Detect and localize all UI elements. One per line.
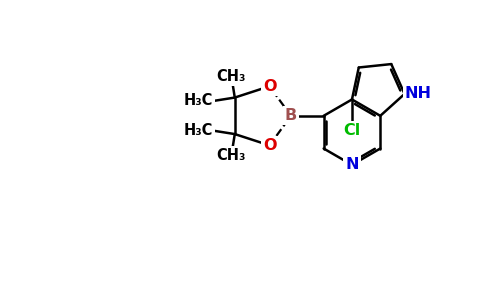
Text: CH₃: CH₃ — [217, 148, 246, 163]
Text: H₃C: H₃C — [184, 94, 213, 109]
Text: NH: NH — [405, 86, 432, 101]
Text: O: O — [263, 79, 276, 94]
Text: N: N — [345, 158, 359, 172]
Text: CH₃: CH₃ — [217, 69, 246, 84]
Text: B: B — [285, 108, 297, 123]
Text: Cl: Cl — [343, 123, 361, 138]
Text: H₃C: H₃C — [184, 123, 213, 138]
Text: O: O — [263, 138, 276, 153]
